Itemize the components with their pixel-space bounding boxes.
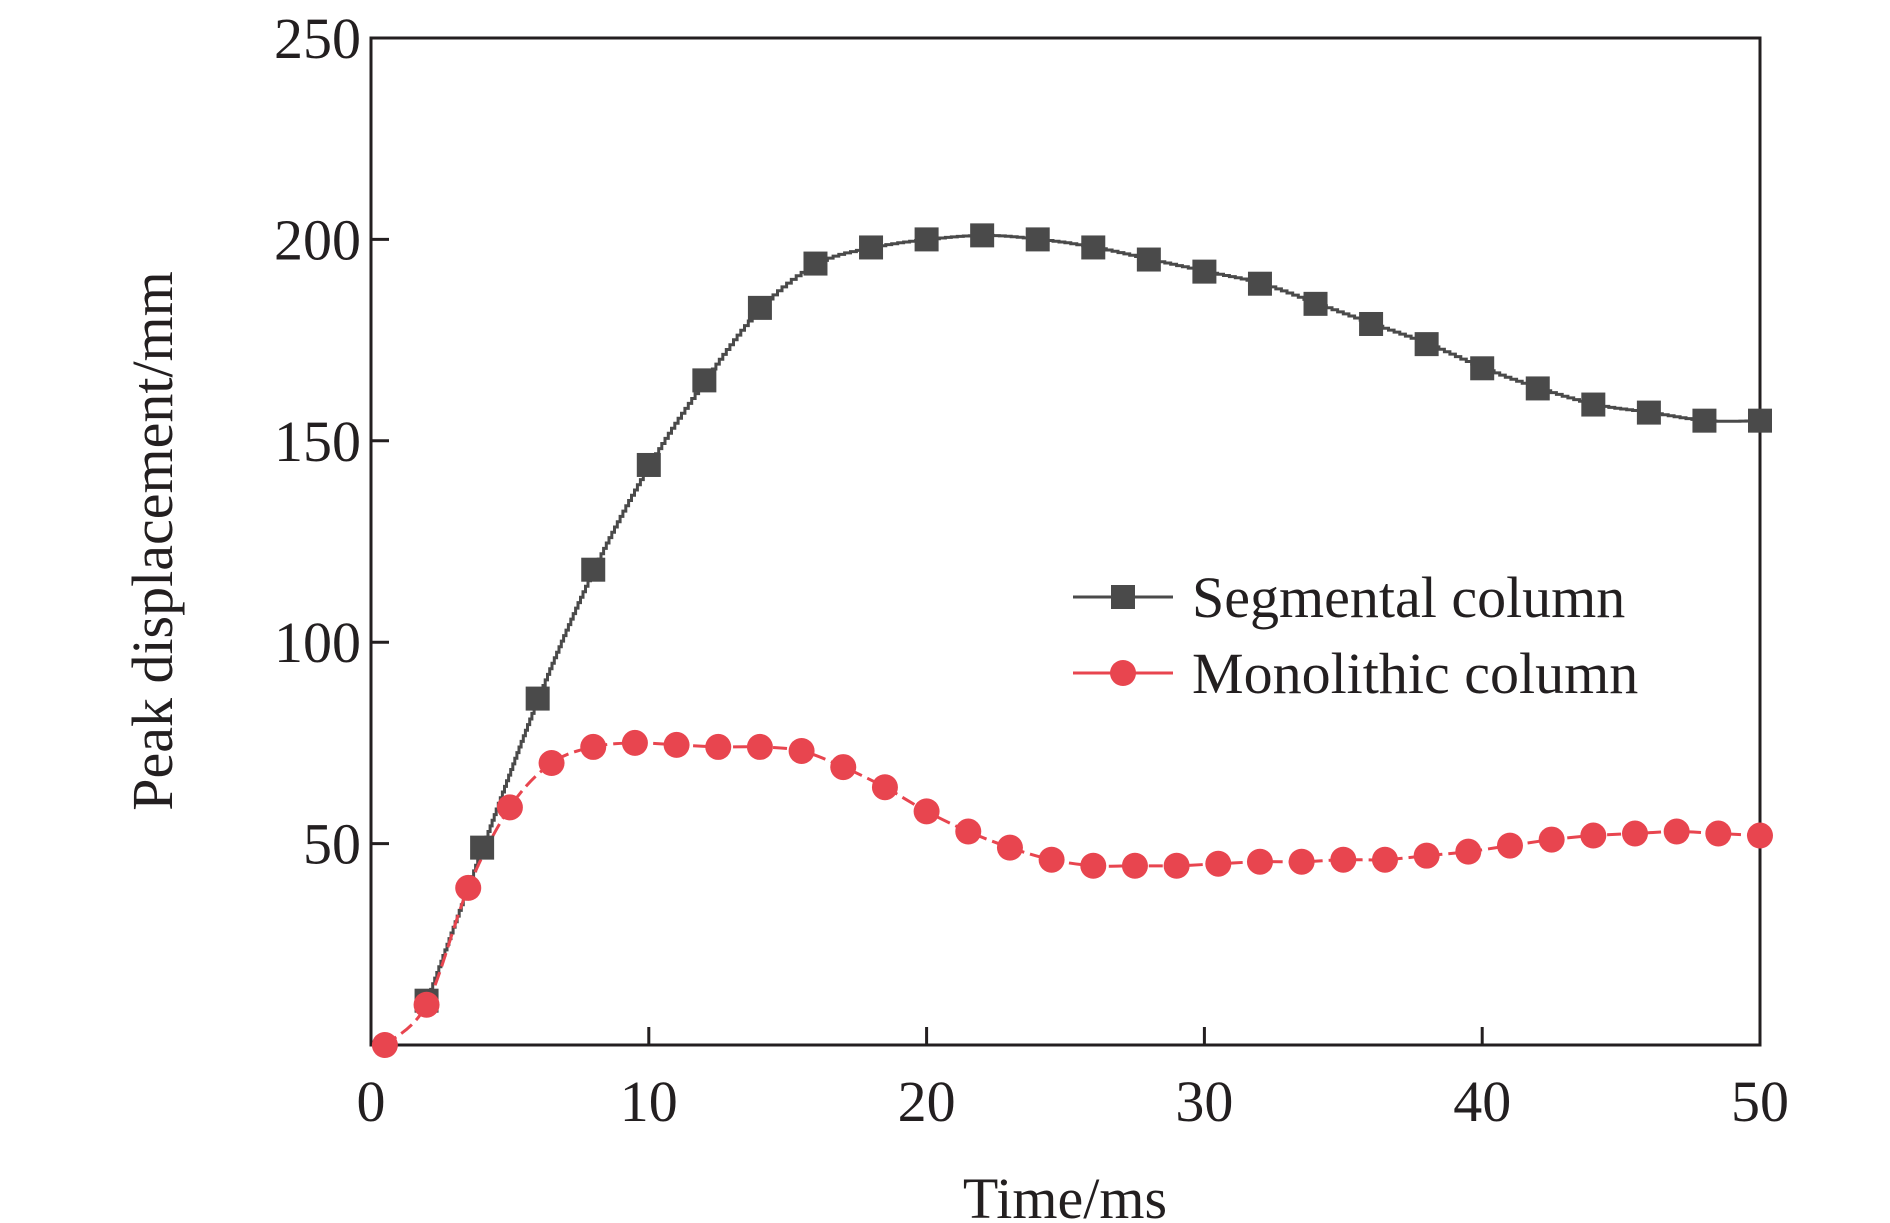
monolithic-data-point [1038,846,1065,873]
monolithic-data-point [663,731,690,758]
segmental-data-point [525,686,550,711]
markers-layer [371,223,1773,1058]
monolithic-data-point [996,834,1023,861]
monolithic-data-point [538,750,565,777]
y-tick-label: 200 [274,207,361,272]
segmental-data-point [1470,356,1495,381]
monolithic-data-point [788,737,815,764]
segmental-data-point [1581,392,1606,417]
x-axis-title: Time/ms [963,1166,1167,1223]
segmental-data-point [914,227,939,252]
segmental-data-point [470,835,495,860]
monolithic-data-point [496,794,523,821]
monolithic-data-point [1621,820,1648,847]
x-tick-label: 0 [357,1069,386,1134]
segmental-data-point [803,251,828,276]
monolithic-data-point [705,733,732,760]
segmental-data-point [1414,332,1439,357]
segmental-data-point [747,295,772,320]
monolithic-data-point [1496,832,1523,859]
segmental-data-point [1359,311,1384,336]
legend: Segmental column Monolithic column [1073,565,1638,706]
x-tick-label: 20 [898,1069,956,1134]
axis-ticks: 0 10 20 30 40 50 50 100 150 200 250 [274,6,1789,1134]
monolithic-data-point [1705,820,1732,847]
segmental-data-point [581,557,606,582]
monolithic-data-point [1205,850,1232,877]
segmental-data-point [1192,259,1217,284]
segmental-data-point [1025,227,1050,252]
y-tick-label: 250 [274,6,361,71]
monolithic-data-point [1455,838,1482,865]
legend-segmental-label: Segmental column [1192,565,1625,630]
monolithic-data-point [1121,852,1148,879]
segmental-data-point [1247,271,1272,296]
segmental-data-point [692,368,717,393]
segmental-data-point [1636,400,1661,425]
legend-monolithic-marker [1110,660,1136,686]
monolithic-data-point [1246,848,1273,875]
x-tick-label: 10 [620,1069,678,1134]
segmental-data-point [1303,291,1328,316]
x-tick-label: 40 [1453,1069,1511,1134]
monolithic-data-point [1747,822,1773,849]
monolithic-data-point [746,733,773,760]
monolithic-data-point [455,874,482,901]
monolithic-series-line [383,741,1760,1045]
monolithic-data-point [413,991,440,1018]
y-tick-label: 100 [274,610,361,675]
monolithic-data-point [371,1032,398,1058]
legend-segmental-marker [1111,585,1135,609]
monolithic-data-point [1538,826,1565,853]
monolithic-data-point [1080,852,1107,879]
monolithic-data-point [621,729,648,756]
segmental-data-point [1136,247,1161,272]
monolithic-data-point [830,754,857,781]
monolithic-data-point [1330,846,1357,873]
segmental-data-point [859,235,884,260]
y-tick-label: 50 [303,812,361,877]
monolithic-data-point [871,774,898,801]
monolithic-data-point [1371,846,1398,873]
monolithic-data-point [1580,822,1607,849]
monolithic-data-point [1163,852,1190,879]
monolithic-data-point [580,733,607,760]
segmental-data-point [1692,408,1717,433]
monolithic-data-point [913,798,940,825]
segmental-data-point [1748,408,1772,433]
monolithic-data-point [1413,842,1440,869]
x-tick-label: 30 [1175,1069,1233,1134]
segmental-data-point [1525,376,1550,401]
segmental-data-point [636,452,661,477]
plot-frame [369,36,1762,1047]
y-axis-title: Peak displacement/mm [120,271,185,811]
y-tick-label: 150 [274,409,361,474]
x-tick-label: 50 [1731,1069,1789,1134]
segmental-data-point [1081,235,1106,260]
monolithic-data-point [1663,818,1690,845]
segmental-data-point [970,223,995,248]
monolithic-data-point [955,818,982,845]
legend-monolithic-label: Monolithic column [1192,641,1638,706]
monolithic-data-point [1288,848,1315,875]
